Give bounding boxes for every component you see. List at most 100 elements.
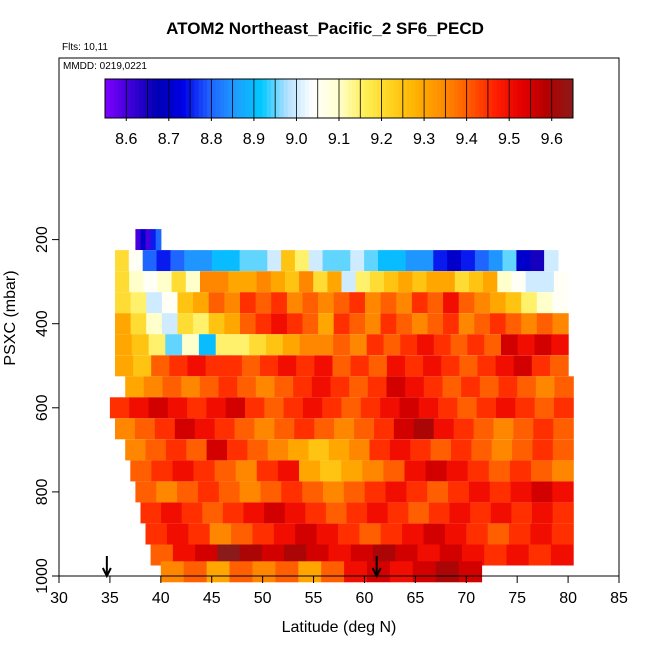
heatmap-cell xyxy=(502,250,517,272)
heatmap-cell xyxy=(412,271,428,293)
colorbar: 8.6 8.7 8.8 8.9 9.0 9.1 9.2 9.3 9.4 9.5 9.6 xyxy=(104,78,574,148)
heatmap-cell xyxy=(194,418,216,440)
heatmap-cell xyxy=(506,544,530,566)
x-axis: 30 35 40 45 50 55 60 65 70 75 80 85 xyxy=(50,576,628,607)
heatmap-cell xyxy=(222,502,245,524)
colorbar-tick-label: 9.3 xyxy=(413,131,435,148)
heatmap-cell xyxy=(349,439,371,461)
heatmap-cell xyxy=(338,523,360,545)
y-tick-label: 600 xyxy=(34,394,51,421)
heatmap-cell xyxy=(209,523,232,545)
heatmap-cell xyxy=(443,292,460,314)
heatmap-cell xyxy=(145,229,152,251)
heatmap-cell xyxy=(115,292,132,314)
colorbar-segment xyxy=(343,79,349,118)
heatmap-cell xyxy=(182,334,200,356)
colorbar-segment xyxy=(415,79,421,118)
heatmap-cell xyxy=(349,313,366,335)
colorbar-tick-label: 9.4 xyxy=(456,131,478,148)
heatmap-cell xyxy=(218,376,238,398)
colorbar-segment xyxy=(492,79,497,118)
heatmap-cell xyxy=(367,376,388,398)
heatmap-cell xyxy=(469,271,484,293)
heatmap-cell xyxy=(552,313,569,335)
heatmap-cell xyxy=(135,481,157,503)
heatmap-cell xyxy=(243,502,265,524)
colorbar-segment xyxy=(156,79,161,118)
colorbar-segment xyxy=(151,79,157,118)
colorbar-segment xyxy=(470,79,476,118)
heatmap-cell xyxy=(406,481,428,503)
heatmap-cell xyxy=(235,460,258,482)
heatmap-cell xyxy=(214,418,236,440)
heatmap-cell xyxy=(218,481,241,503)
heatmap-cell xyxy=(427,313,444,335)
colorbar-segment xyxy=(364,79,370,118)
colorbar-segment xyxy=(262,79,268,118)
heatmap-cell xyxy=(412,561,437,583)
colorbar-segment xyxy=(385,79,391,118)
colorbar-segment xyxy=(568,79,574,118)
colorbar-segment xyxy=(219,79,225,118)
colorbar-segment xyxy=(313,79,319,118)
heatmap-cell xyxy=(418,397,439,419)
heatmap-cell xyxy=(487,523,510,545)
heatmap-cell xyxy=(130,313,147,335)
colorbar-segment xyxy=(275,79,280,118)
heatmap-cell xyxy=(396,313,413,335)
heatmap-cell xyxy=(365,292,382,314)
heatmap-cell xyxy=(231,523,254,545)
colorbar-segment xyxy=(394,79,400,118)
heatmap-cell xyxy=(462,544,485,566)
heatmap-cell xyxy=(517,376,537,398)
heatmap-cell xyxy=(505,292,522,314)
heatmap-cell xyxy=(282,334,301,356)
colorbar-segment xyxy=(368,79,374,118)
heatmap-cell xyxy=(458,561,483,583)
colorbar-segment xyxy=(215,79,221,118)
colorbar-segment xyxy=(168,79,174,118)
heatmap-cell xyxy=(354,418,375,440)
heatmap-cell xyxy=(505,313,522,335)
heatmap-cell xyxy=(395,544,419,566)
heatmap-cell xyxy=(474,292,491,314)
heatmap-cell xyxy=(253,250,268,272)
heatmap-cell xyxy=(513,418,534,440)
heatmap-cell xyxy=(284,502,306,524)
colorbar-tick-label: 9.1 xyxy=(328,131,350,148)
heatmap-cell xyxy=(489,481,512,503)
heatmap-cell xyxy=(255,313,272,335)
heatmap-cell xyxy=(461,250,476,272)
heatmap-cell xyxy=(318,313,335,335)
heatmap-cell xyxy=(187,397,207,419)
heatmap-cell xyxy=(423,355,442,377)
heatmap-cell xyxy=(142,250,158,272)
heatmap-cell xyxy=(521,313,538,335)
colorbar-segment xyxy=(356,79,361,118)
colorbar-tick-label: 9.6 xyxy=(541,131,563,148)
heatmap-cell xyxy=(151,355,170,377)
heatmap-cell xyxy=(261,544,285,566)
heatmap-cell xyxy=(172,544,196,566)
heatmap-cells xyxy=(109,229,574,583)
heatmap-cell xyxy=(162,376,182,398)
heatmap-cell xyxy=(369,271,385,293)
colorbar-segment xyxy=(228,79,234,118)
colorbar-segment xyxy=(539,79,544,118)
heatmap-cell xyxy=(167,397,188,419)
heatmap-cell xyxy=(433,334,452,356)
colorbar-segment xyxy=(543,79,548,118)
heatmap-cell xyxy=(427,292,444,314)
heatmap-cell xyxy=(302,313,319,335)
colorbar-segment xyxy=(207,79,212,118)
heatmap-cell xyxy=(166,523,189,545)
heatmap-cell xyxy=(509,460,532,482)
heatmap-cell xyxy=(172,460,195,482)
colorbar-segment xyxy=(309,79,314,118)
heatmap-cell xyxy=(148,334,166,356)
heatmap-cell xyxy=(165,334,183,356)
heatmap-cell xyxy=(417,544,441,566)
heatmap-cell xyxy=(198,334,217,356)
heatmap-cell xyxy=(467,334,485,356)
heatmap-cell xyxy=(430,439,452,461)
